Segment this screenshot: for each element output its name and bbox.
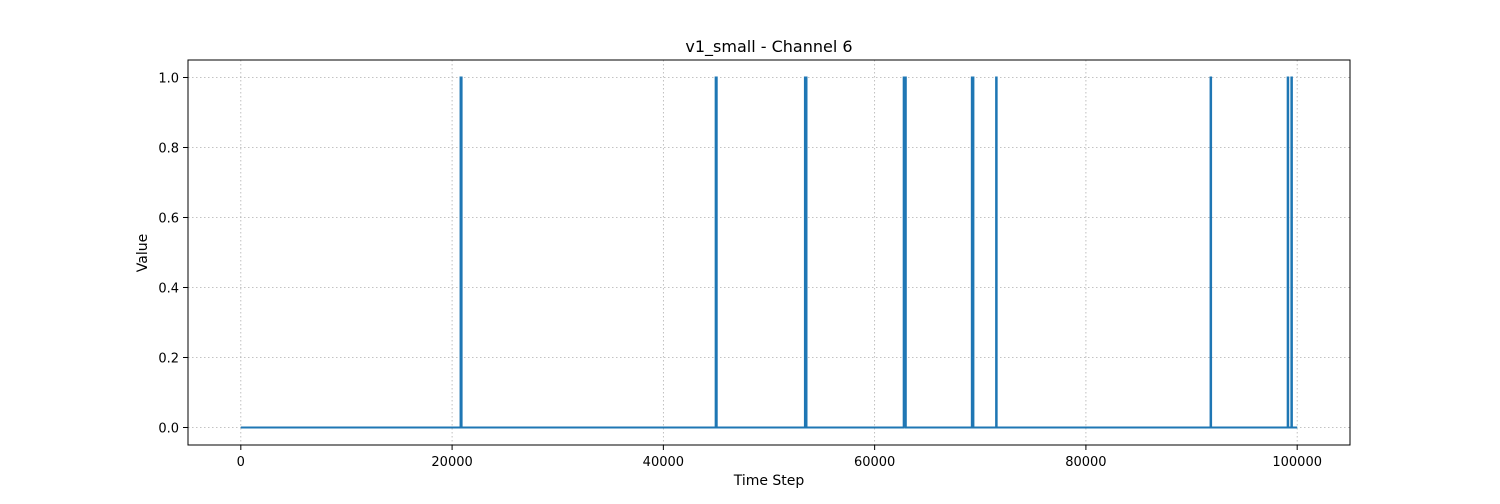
grid-layer xyxy=(188,60,1350,445)
y-tick-label: 0.6 xyxy=(158,212,179,227)
y-axis-label: Value xyxy=(135,234,151,272)
x-tick-label: 80000 xyxy=(1065,455,1106,470)
tick-layer: 0 20000 40000 60000 80000 100000 0.0 0.2 0.4 0.6 0… xyxy=(158,72,1322,471)
pulse-mark xyxy=(460,77,462,428)
series-line xyxy=(240,76,1298,429)
y-tick-label: 0.4 xyxy=(158,282,179,297)
pulse-mark xyxy=(996,77,997,428)
pulse-mark xyxy=(715,77,717,428)
y-tick-label: 1.0 xyxy=(158,72,179,87)
x-tick-label: 40000 xyxy=(643,455,684,470)
pulse-mark xyxy=(1287,77,1289,428)
y-tick-label: 0.2 xyxy=(158,352,179,367)
pulse-mark xyxy=(1291,77,1292,428)
series-layer xyxy=(240,76,1298,429)
x-tick-label: 60000 xyxy=(854,455,895,470)
y-tick-label: 0.0 xyxy=(158,422,179,437)
x-axis-label: Time Step xyxy=(733,473,805,489)
pulse-mark xyxy=(903,77,906,428)
chart-title: v1_small - Channel 6 xyxy=(685,37,852,57)
x-tick-label: 20000 xyxy=(431,455,472,470)
pulse-mark xyxy=(971,77,974,428)
x-tick-label: 100000 xyxy=(1272,455,1322,470)
pulse-mark xyxy=(1210,77,1212,428)
x-tick-label: 0 xyxy=(237,455,245,470)
plot-frame xyxy=(187,59,1351,446)
pulse-mark xyxy=(804,77,807,428)
y-tick-label: 0.8 xyxy=(158,142,179,157)
